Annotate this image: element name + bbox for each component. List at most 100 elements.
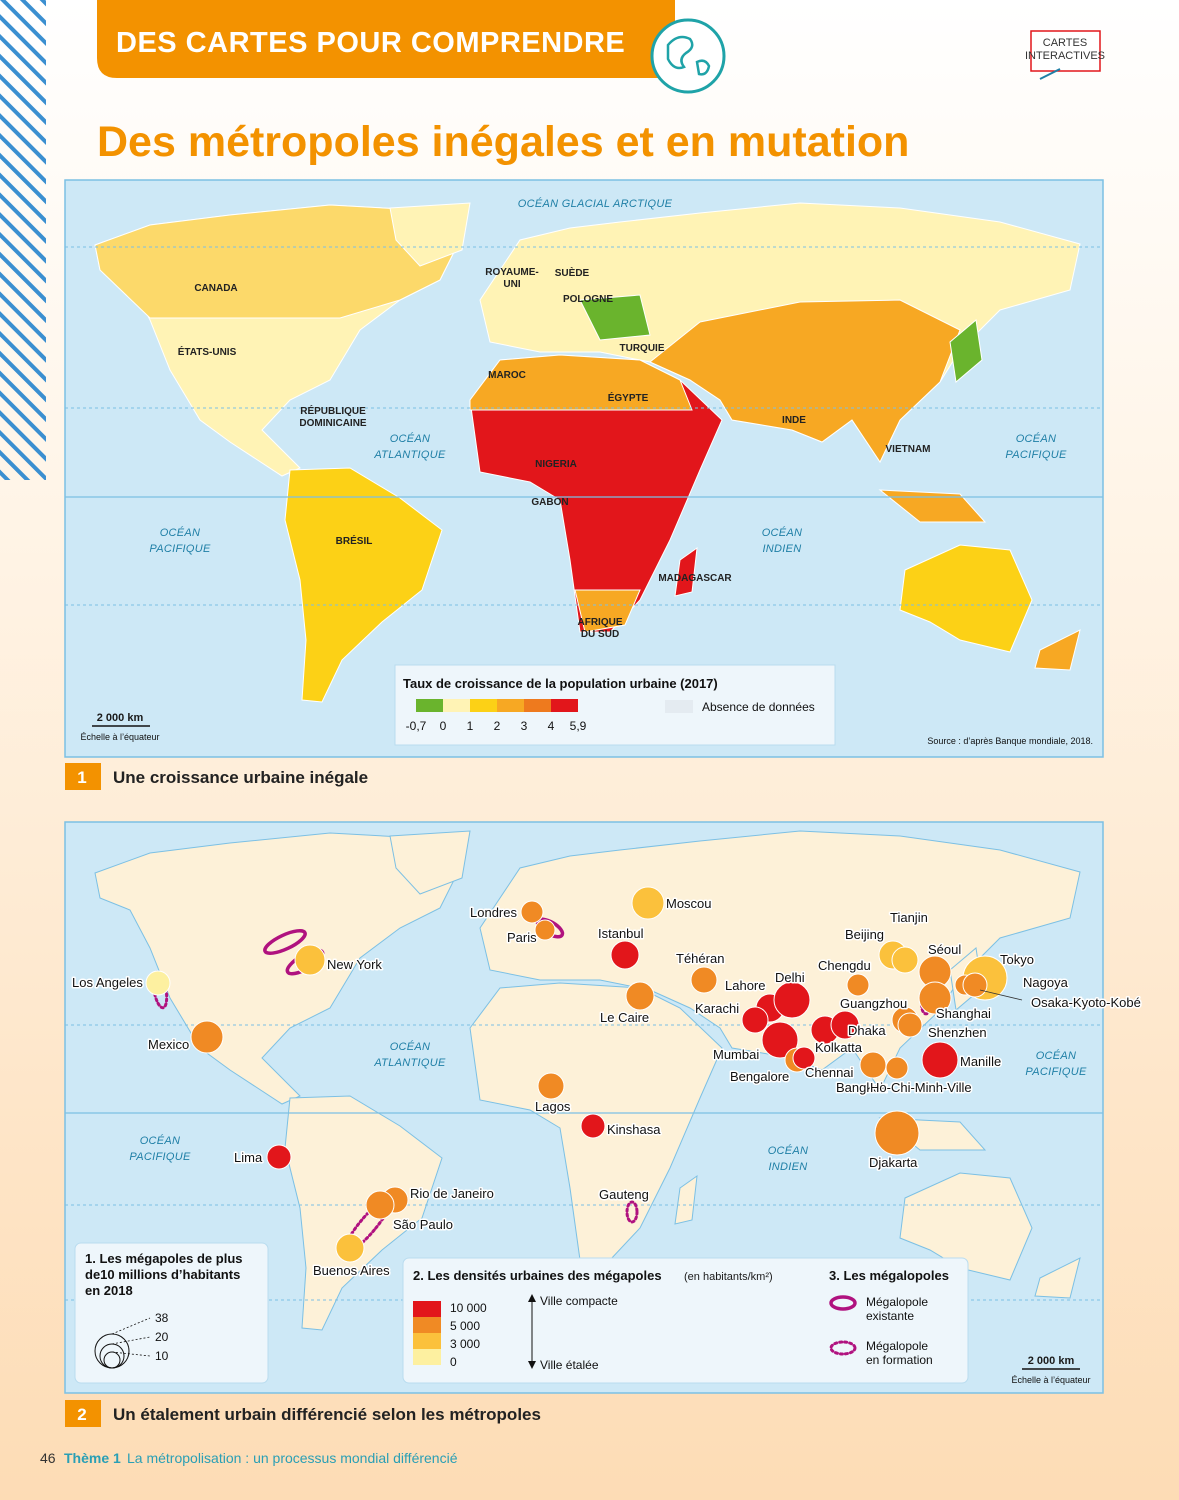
city-label: Gauteng bbox=[599, 1187, 649, 1202]
ocean-label-line: PACIFIQUE bbox=[129, 1151, 191, 1163]
megalopolis-existing bbox=[263, 928, 307, 956]
city-circle bbox=[537, 1072, 565, 1100]
land-canada bbox=[94, 204, 461, 319]
country-label: NIGERIA bbox=[535, 459, 577, 470]
ocean-label-line: ATLANTIQUE bbox=[373, 1057, 446, 1069]
city-label: Chennai bbox=[805, 1065, 854, 1080]
city-circle bbox=[891, 946, 919, 974]
city-circle bbox=[625, 981, 655, 1011]
country-label-line: CANADA bbox=[194, 283, 237, 294]
legend-label: 5 000 bbox=[450, 1319, 480, 1333]
city-label: Rio de Janeiro bbox=[410, 1186, 494, 1201]
land-green bbox=[389, 202, 471, 267]
legend-swatch bbox=[497, 699, 524, 712]
city-circle bbox=[846, 973, 870, 997]
badge-arrow bbox=[1039, 68, 1061, 80]
globe-continents bbox=[666, 35, 711, 76]
land-aus bbox=[899, 544, 1033, 653]
ocean-label: OCÉAN PACIFIQUE bbox=[129, 1134, 191, 1163]
country-label-line: ÉTATS-UNIS bbox=[178, 345, 237, 358]
country-label-line: GABON bbox=[531, 497, 568, 508]
ocean-label-line: INDIEN bbox=[762, 543, 801, 555]
city-label: Istanbul bbox=[598, 926, 644, 941]
legend-size-leader bbox=[111, 1336, 151, 1345]
legend-swatch bbox=[416, 699, 443, 712]
ocean-label-line: PACIFIQUE bbox=[1005, 449, 1067, 461]
ocean-label-line: OCÉAN bbox=[768, 1144, 809, 1157]
city-label: Kinshasa bbox=[607, 1122, 661, 1137]
city-circle bbox=[773, 981, 811, 1019]
land-sa bbox=[284, 467, 443, 703]
city-label: Ho-Chi-Minh-Ville bbox=[870, 1080, 972, 1095]
city-circle bbox=[918, 981, 952, 1015]
footer-theme: Thème 1 bbox=[64, 1450, 121, 1466]
city-circle bbox=[792, 1046, 816, 1070]
scale-note: Échelle à l’équateur bbox=[80, 732, 159, 742]
ocean-label-line: OCÉAN GLACIAL ARCTIQUE bbox=[518, 197, 673, 210]
ocean-label-line: PACIFIQUE bbox=[149, 543, 211, 555]
city-circle bbox=[897, 1012, 923, 1038]
legend-box bbox=[74, 1242, 269, 1384]
city-circle bbox=[859, 1051, 887, 1079]
land-green bbox=[389, 830, 471, 895]
legend-title-line: en 2018 bbox=[85, 1283, 133, 1298]
scale-distance: 2 000 km bbox=[1028, 1355, 1075, 1367]
land-aus bbox=[899, 1172, 1033, 1281]
country-label-line: ROYAUME- bbox=[485, 267, 539, 278]
country-label-line: DU SUD bbox=[581, 629, 619, 640]
city-label: Séoul bbox=[928, 942, 961, 957]
banner bbox=[97, 0, 675, 78]
badge[interactable] bbox=[1030, 30, 1101, 72]
city-circle bbox=[610, 940, 640, 970]
city-label: Osaka-Kyoto-Kobé bbox=[1031, 995, 1141, 1010]
country-label-line: SUÈDE bbox=[555, 266, 590, 279]
leader bbox=[979, 989, 1023, 1001]
badge-text-line: CARTES bbox=[1043, 37, 1087, 49]
country-label: MAROC bbox=[488, 370, 526, 381]
legend-swatch bbox=[413, 1317, 441, 1333]
legend-label-line: en formation bbox=[866, 1353, 933, 1367]
land-indo bbox=[878, 489, 987, 523]
city-label: Djakarta bbox=[869, 1155, 918, 1170]
legend-label: Absence de données bbox=[702, 700, 815, 714]
city-label: Bangkok bbox=[836, 1080, 887, 1095]
badge-text: CARTES INTERACTIVES bbox=[1025, 37, 1105, 62]
city-label: Mumbai bbox=[713, 1047, 759, 1062]
country-label: ÉTATS-UNIS bbox=[178, 345, 237, 358]
legend-label-line: Mégalopole bbox=[866, 1295, 928, 1309]
city-label: Karachi bbox=[695, 1001, 739, 1016]
country-label: BRÉSIL bbox=[336, 534, 373, 547]
city-label: Chengdu bbox=[818, 958, 871, 973]
city-label: São Paulo bbox=[393, 1217, 453, 1232]
city-circle bbox=[921, 1041, 959, 1079]
legend-label: 38 bbox=[155, 1311, 169, 1325]
legend-label: 0 bbox=[440, 719, 447, 733]
country-label: GABON bbox=[531, 497, 568, 508]
legend-title: 1. Les mégapoles de plus de10 millions d’… bbox=[85, 1251, 243, 1298]
land-mada bbox=[674, 546, 698, 597]
city-circle bbox=[690, 966, 718, 994]
legend-label: Ville étalée bbox=[540, 1358, 599, 1372]
city-circle bbox=[365, 1190, 395, 1220]
city-label: Guangzhou bbox=[840, 996, 907, 1011]
scale-note: Échelle à l’équateur bbox=[1011, 1375, 1090, 1385]
country-label: ROYAUME-UNI bbox=[485, 267, 539, 290]
city-circle bbox=[885, 1056, 909, 1080]
legend-label-line: Mégalopole bbox=[866, 1339, 928, 1353]
legend-swatch bbox=[470, 699, 497, 712]
ocean-label-line: PACIFIQUE bbox=[1025, 1066, 1087, 1078]
ocean-label-line: ATLANTIQUE bbox=[373, 449, 446, 461]
city-label: Tianjin bbox=[890, 910, 928, 925]
legend-label: 4 bbox=[548, 719, 555, 733]
legend-label: Ville compacte bbox=[540, 1294, 618, 1308]
city-circle bbox=[830, 1010, 860, 1040]
caption-number: 2 bbox=[77, 1405, 86, 1424]
city-circle bbox=[294, 944, 326, 976]
source: Source : d’après Banque mondiale, 2018. bbox=[927, 736, 1093, 746]
ocean-label-line: OCÉAN bbox=[1016, 432, 1057, 445]
legend-megalopolis-existing bbox=[829, 1295, 857, 1311]
ocean-label: OCÉAN PACIFIQUE bbox=[1025, 1049, 1087, 1078]
city-label: Delhi bbox=[775, 970, 805, 985]
